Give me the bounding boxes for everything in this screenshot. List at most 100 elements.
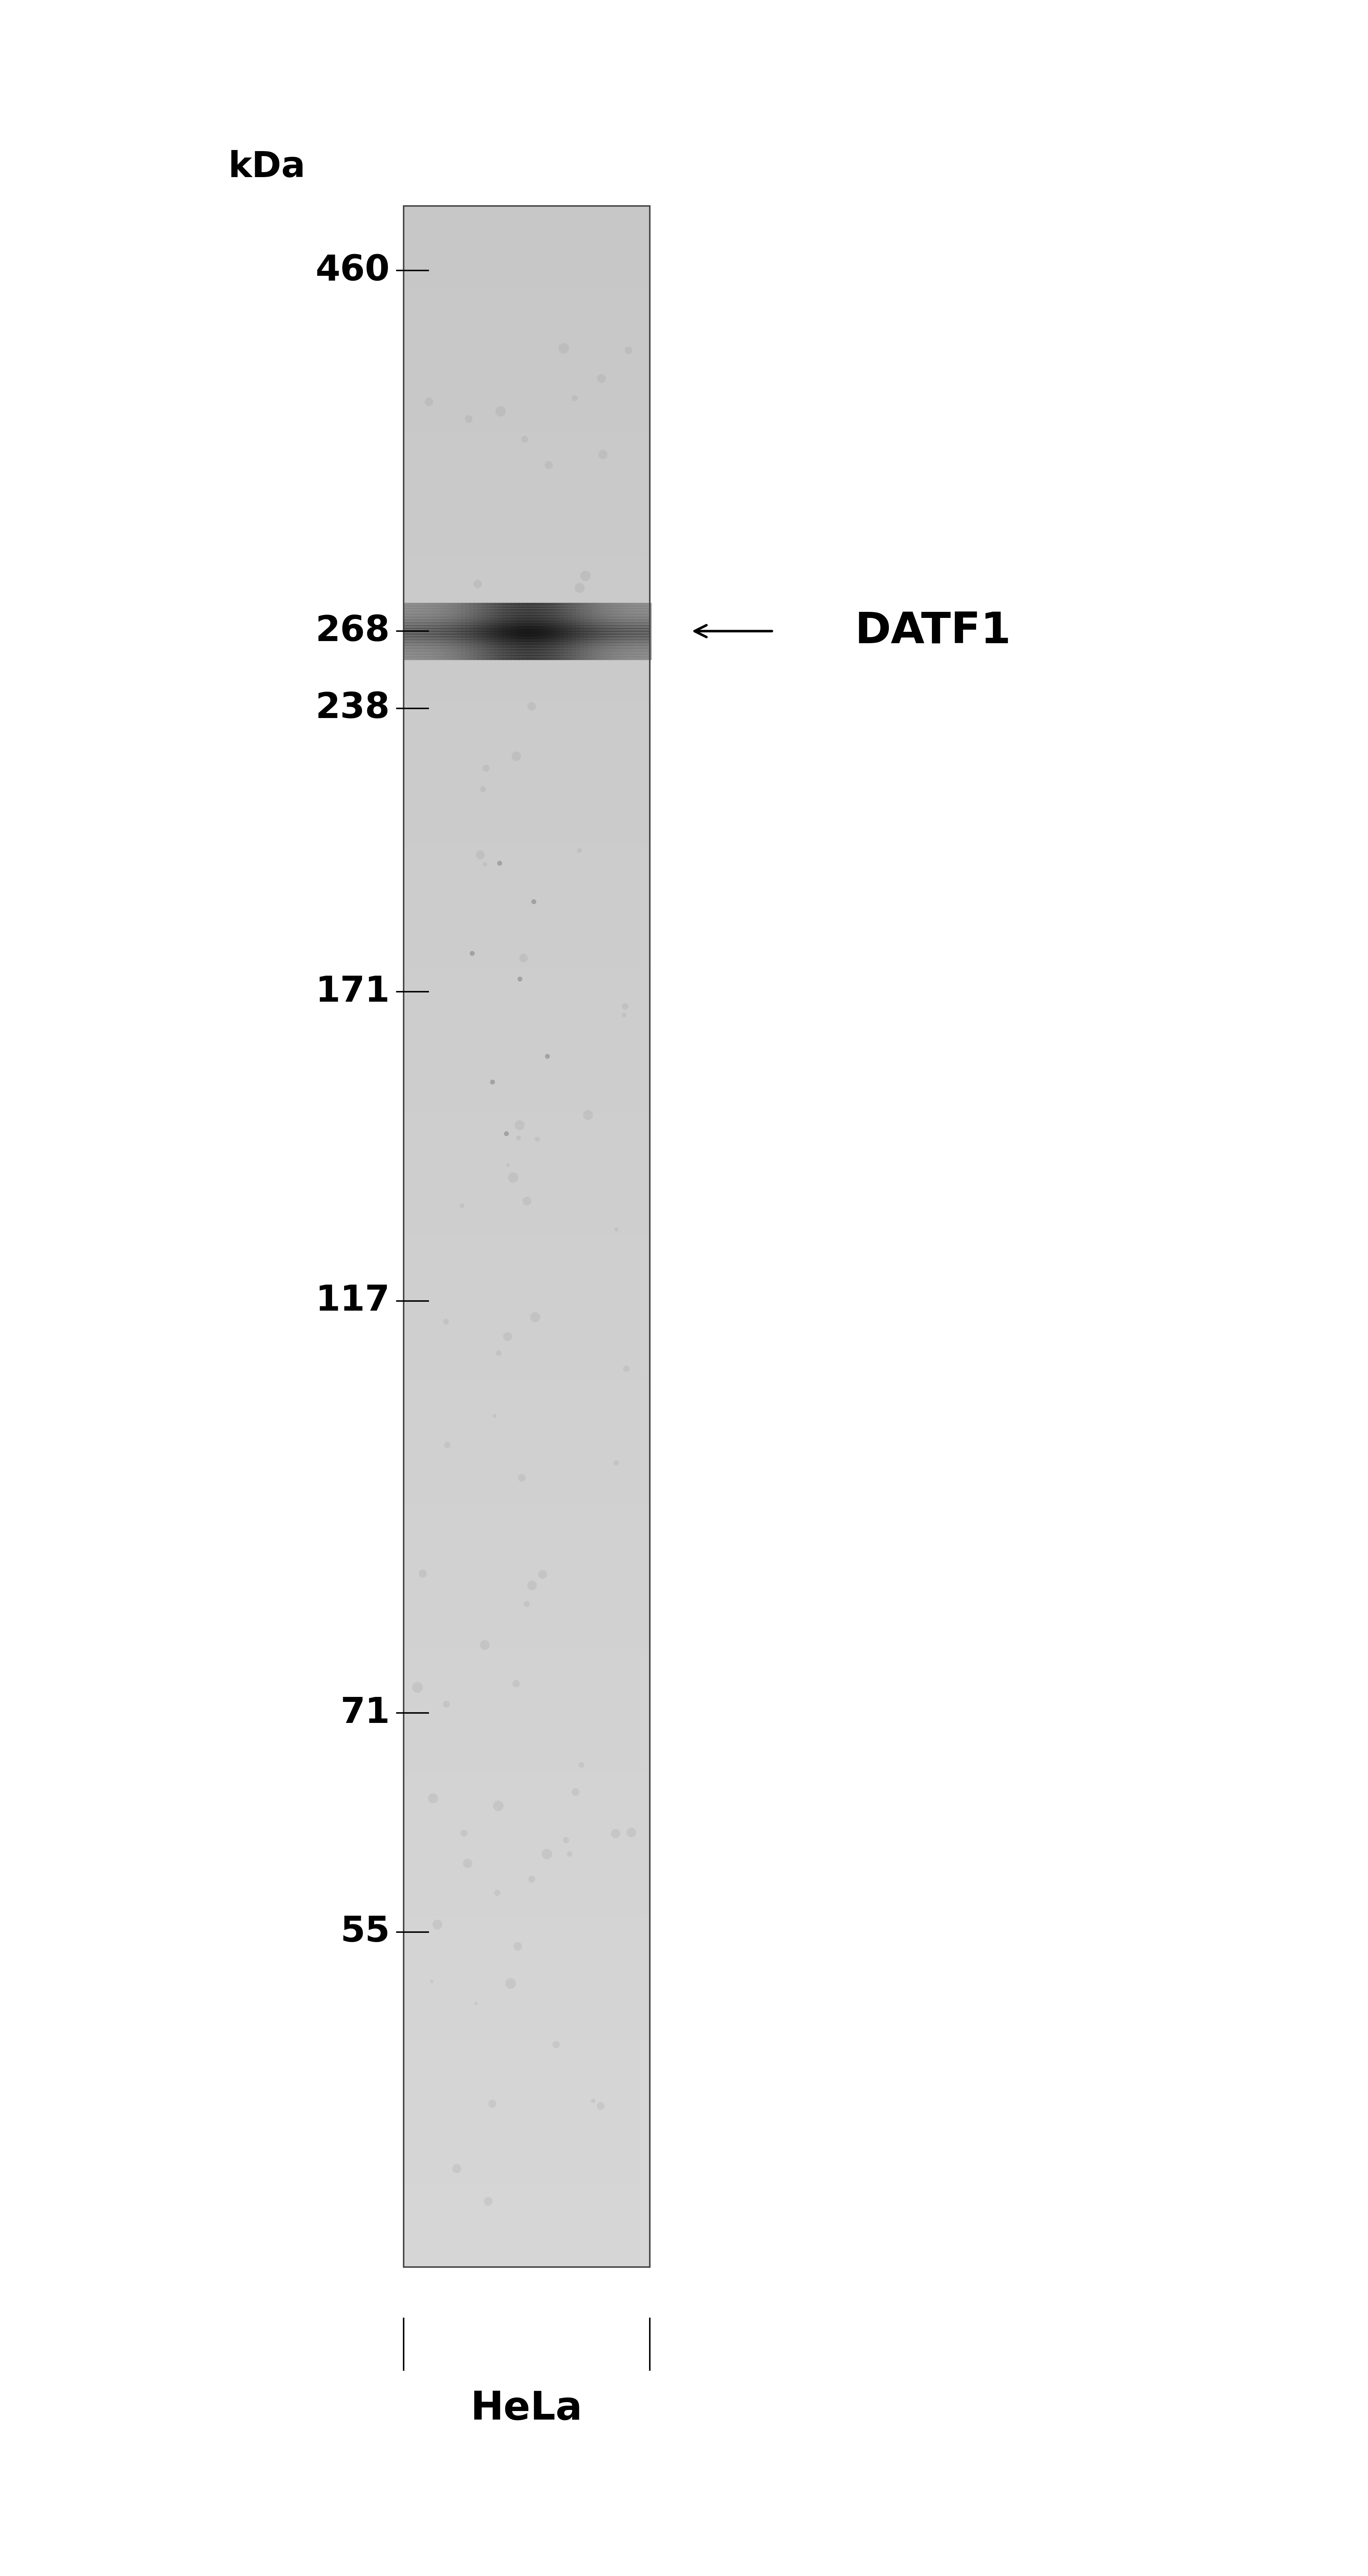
Bar	[404, 1772, 650, 1793]
Point	[553, 327, 575, 368]
Point	[583, 2081, 605, 2123]
Bar	[404, 1278, 650, 1298]
Bar	[588, 603, 594, 659]
Point	[524, 1296, 546, 1337]
Bar	[404, 1752, 650, 1772]
Bar	[404, 623, 650, 626]
Bar	[404, 1072, 650, 1092]
Bar	[572, 603, 577, 659]
Bar	[613, 603, 618, 659]
Bar	[404, 2102, 650, 2123]
Bar	[404, 536, 650, 556]
Bar	[518, 603, 524, 659]
Bar	[404, 1443, 650, 1463]
Text: 171: 171	[316, 974, 390, 1010]
Bar	[404, 1999, 650, 2020]
Bar	[601, 603, 606, 659]
Bar	[523, 603, 528, 659]
Bar	[555, 603, 561, 659]
Bar	[404, 2081, 650, 2102]
Bar	[404, 1175, 650, 1195]
Bar	[404, 206, 650, 2267]
Bar	[404, 227, 650, 247]
Text: 55: 55	[341, 1914, 390, 1950]
Bar	[633, 603, 639, 659]
Bar	[404, 649, 650, 652]
Point	[412, 1553, 434, 1595]
Point	[423, 1777, 445, 1819]
Bar	[404, 1360, 650, 1381]
Bar	[404, 392, 650, 412]
Bar	[404, 845, 650, 866]
Point	[616, 1347, 637, 1388]
Point	[509, 1105, 531, 1146]
Bar	[404, 2205, 650, 2226]
Bar	[404, 1587, 650, 1607]
Bar	[404, 2246, 650, 2267]
Bar	[404, 1978, 650, 1999]
Bar	[621, 603, 627, 659]
Bar	[404, 626, 650, 629]
Point	[427, 1904, 449, 1945]
Point	[555, 623, 577, 665]
Bar	[416, 603, 421, 659]
Point	[457, 1842, 479, 1883]
Point	[482, 2084, 503, 2125]
Bar	[494, 603, 499, 659]
Point	[565, 1772, 587, 1814]
Bar	[404, 1607, 650, 1628]
Bar	[539, 603, 544, 659]
Point	[453, 1814, 475, 1855]
Bar	[404, 969, 650, 989]
Bar	[404, 1525, 650, 1546]
Text: kDa: kDa	[228, 149, 305, 185]
Bar	[490, 603, 495, 659]
Point	[435, 1685, 457, 1726]
Bar	[404, 1340, 650, 1360]
Bar	[514, 603, 520, 659]
Point	[550, 634, 572, 675]
Bar	[404, 247, 650, 268]
Bar	[404, 1731, 650, 1752]
Bar	[535, 603, 540, 659]
Bar	[404, 2061, 650, 2081]
Point	[487, 1873, 509, 1914]
Bar	[404, 1051, 650, 1072]
Bar	[404, 631, 650, 634]
Point	[532, 1553, 554, 1595]
Bar	[576, 603, 581, 659]
Bar	[404, 371, 650, 392]
Text: DATF1: DATF1	[855, 611, 1011, 652]
Point	[510, 595, 532, 636]
Bar	[404, 1154, 650, 1175]
Bar	[404, 608, 650, 611]
Bar	[404, 1463, 650, 1484]
Bar	[469, 603, 475, 659]
Point	[465, 1984, 487, 2025]
Bar	[617, 603, 622, 659]
Point	[458, 399, 480, 440]
Bar	[404, 433, 650, 453]
Bar	[477, 603, 483, 659]
Bar	[428, 603, 434, 659]
Bar	[404, 1319, 650, 1340]
Bar	[404, 621, 650, 623]
Point	[575, 556, 596, 598]
Bar	[404, 2143, 650, 2164]
Bar	[404, 636, 650, 639]
Bar	[404, 721, 650, 742]
Bar	[404, 1690, 650, 1710]
Point	[499, 1963, 521, 2004]
Bar	[404, 927, 650, 948]
Bar	[510, 603, 516, 659]
Bar	[482, 603, 487, 659]
Point	[536, 1036, 558, 1077]
Bar	[404, 1793, 650, 1814]
Bar	[453, 603, 458, 659]
Bar	[404, 1216, 650, 1236]
Point	[516, 1584, 538, 1625]
Point	[508, 1118, 529, 1159]
Point	[472, 768, 494, 809]
Bar	[404, 1298, 650, 1319]
Bar	[465, 603, 471, 659]
